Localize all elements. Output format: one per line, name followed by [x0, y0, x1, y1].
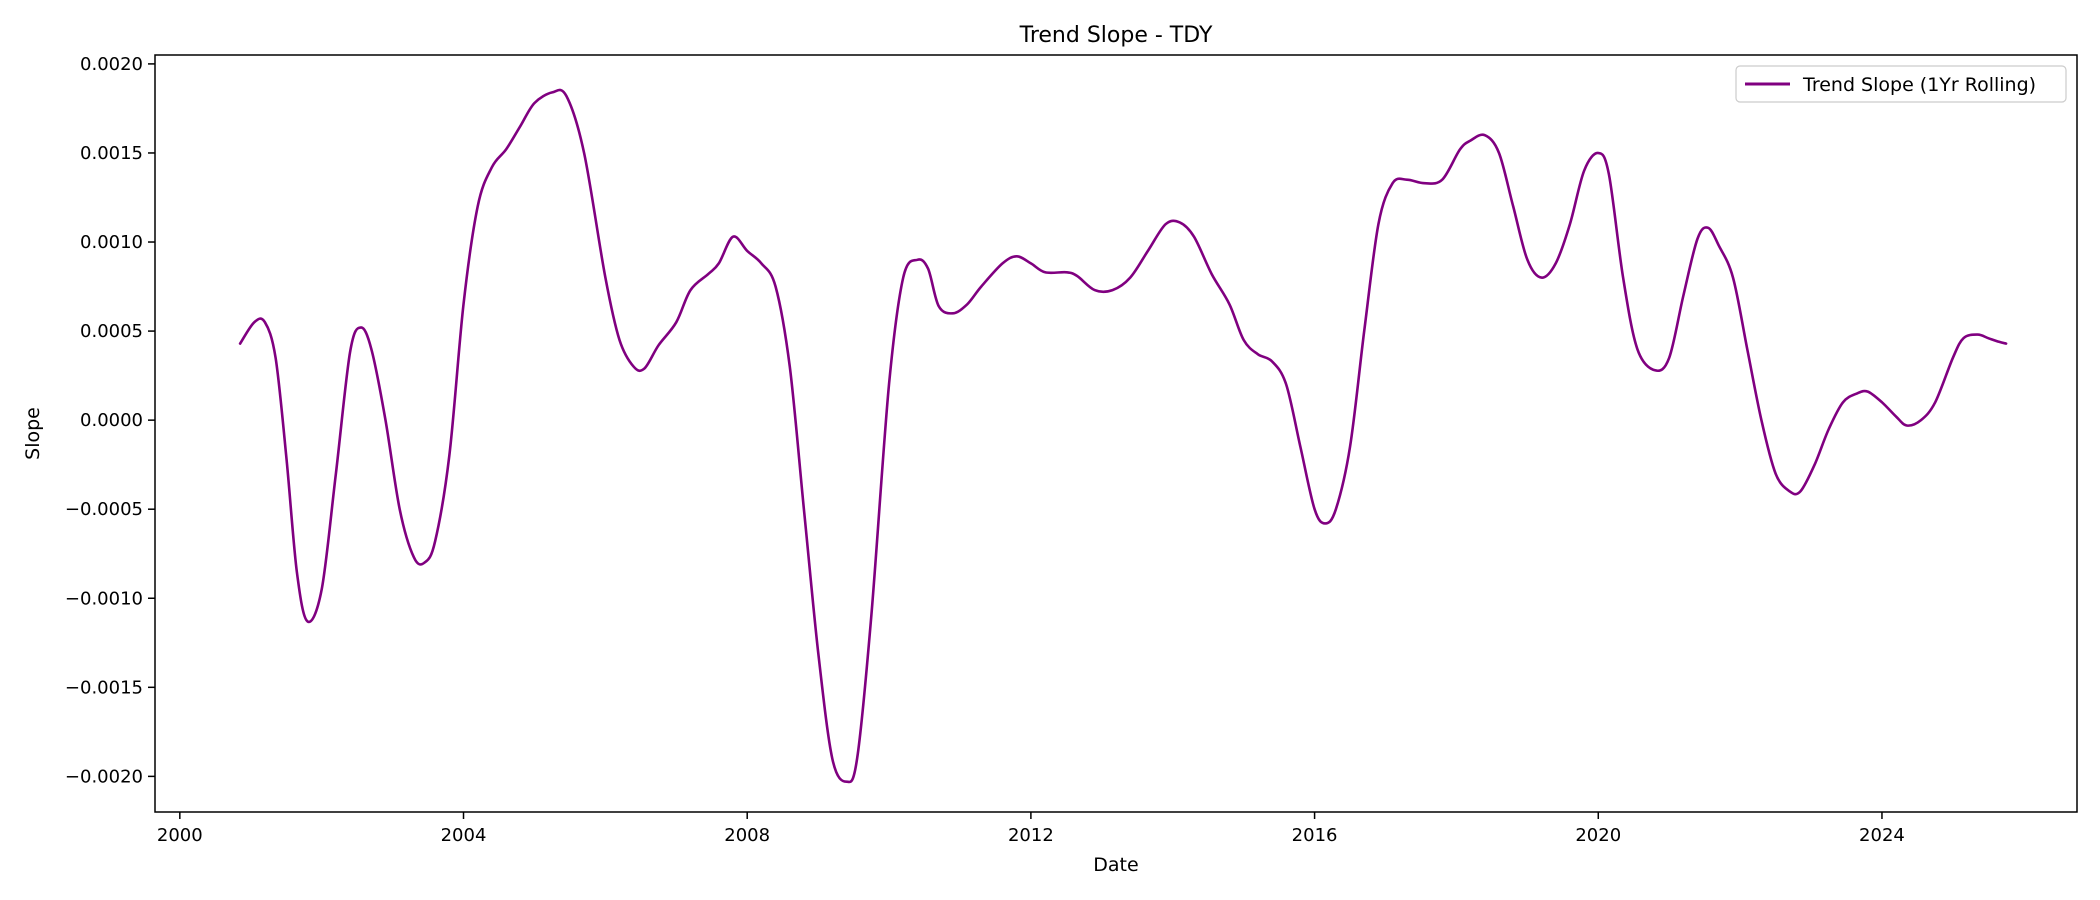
y-tick-label: 0.0010: [80, 232, 143, 253]
y-axis-label: Slope: [22, 407, 44, 460]
x-tick-label: 2024: [1859, 825, 1905, 846]
legend: Trend Slope (1Yr Rolling): [1735, 65, 2067, 103]
y-tick-label: −0.0005: [65, 499, 143, 520]
x-tick-label: 2004: [441, 825, 487, 846]
series-line-trend-slope: [238, 88, 2008, 784]
x-tick-label: 2000: [157, 825, 203, 846]
x-tick-label: 2012: [1008, 825, 1054, 846]
x-axis-label: Date: [1093, 854, 1138, 876]
y-tick-label: 0.0015: [80, 143, 143, 164]
x-tick-label: 2020: [1575, 825, 1621, 846]
x-tick-label: 2008: [724, 825, 770, 846]
plot-frame: [154, 54, 2078, 813]
y-tick-label: −0.0010: [65, 588, 143, 609]
chart-title: Trend Slope - TDY: [1019, 23, 1213, 48]
x-tick-label: 2016: [1292, 825, 1338, 846]
y-tick-label: 0.0000: [80, 410, 143, 431]
y-tick-label: 0.0020: [80, 54, 143, 75]
y-tick-label: −0.0015: [65, 677, 143, 698]
y-tick-label: −0.0020: [65, 766, 143, 787]
y-tick-label: 0.0005: [80, 321, 143, 342]
legend-box: [1735, 65, 2067, 103]
legend-label: Trend Slope (1Yr Rolling): [1802, 74, 2036, 96]
